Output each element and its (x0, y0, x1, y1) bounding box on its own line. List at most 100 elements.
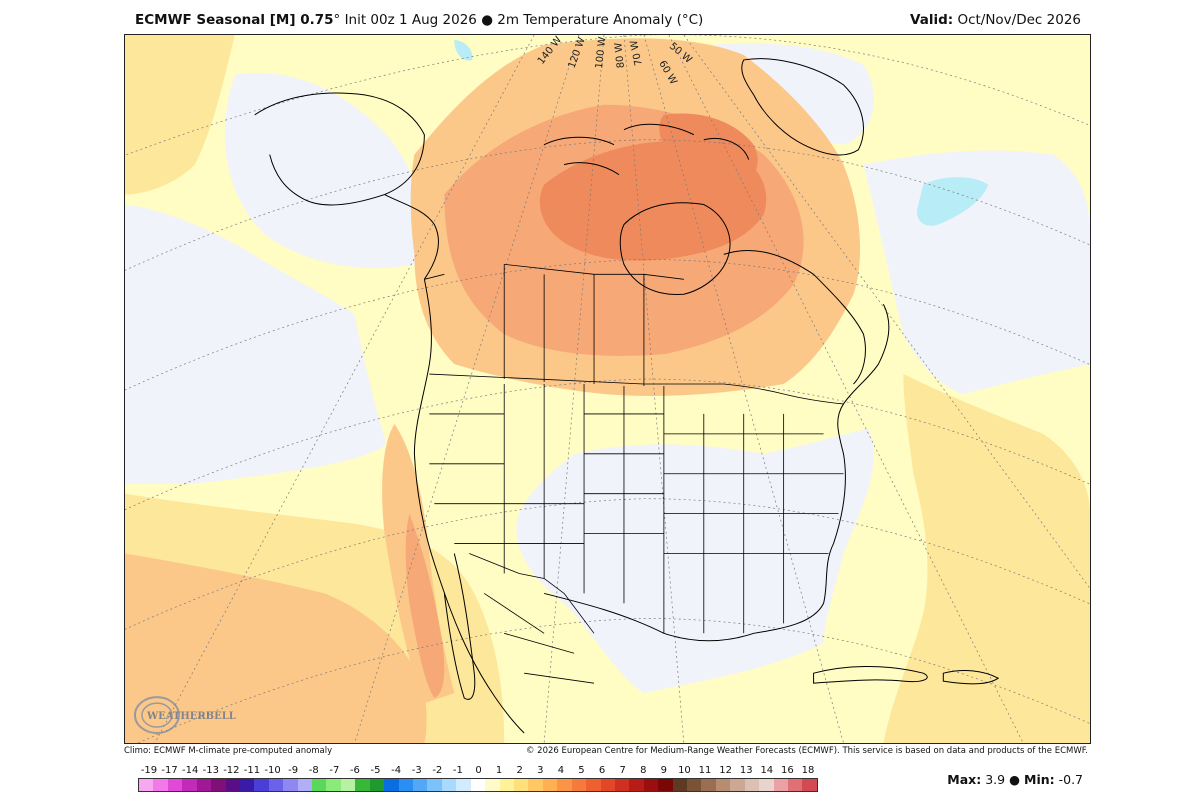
lon-label-80w: 80 W (613, 42, 627, 69)
colorbar-labels: -19 -17 -14 -13 -12 -11 -10 -9 -8 -7 -6 -5 -4 -3 -2 -1 0… (138, 765, 818, 777)
colorbar-tick-label: -13 (202, 765, 219, 776)
anomaly-max-baffin (659, 113, 758, 190)
colorbar-swatch (787, 779, 803, 791)
colorbar-tick-label: -9 (288, 765, 299, 776)
colorbar-tick-label: 5 (578, 765, 585, 776)
colorbar-swatch (355, 779, 370, 791)
near-zero-north-pacific (224, 72, 421, 269)
hispaniola-coast (942, 669, 1000, 685)
colorbar-swatch (499, 779, 514, 791)
max-value: 3.9 (985, 772, 1006, 787)
colorbar-swatch (658, 779, 673, 791)
colorbar-tick-label: 1 (495, 765, 503, 776)
logo-text: WEATHERBELL (146, 711, 236, 722)
min-label: Min: (1024, 772, 1055, 787)
anomaly-strong-baja (405, 513, 445, 699)
canada-provinces (424, 263, 684, 387)
colorbar-swatch (196, 779, 212, 791)
colorbar-swatch (139, 779, 154, 791)
valid-value: Oct/Nov/Dec 2026 (957, 12, 1081, 28)
cold-anomaly-arctic (454, 39, 473, 61)
colorbar-swatch (614, 779, 630, 791)
colorbar-tick-label: -4 (391, 765, 402, 776)
colorbar-swatch (211, 779, 226, 791)
weatherbell-logo: WEATHERBELL (133, 696, 236, 735)
colorbar-tick-label: 0 (475, 765, 482, 776)
max-label: Max: (947, 772, 982, 787)
degree-sign: ° (333, 12, 341, 28)
colorbar-swatch (513, 779, 529, 791)
colorbar-swatch (802, 779, 817, 791)
colorbar-swatch (283, 779, 298, 791)
title-bullet: ● (481, 12, 493, 28)
political-borders (424, 263, 844, 684)
colorbar-tick-label: 11 (698, 765, 712, 776)
lon-label-70w: 70 W (629, 39, 645, 67)
colorbar-swatch (182, 779, 197, 791)
colorbar-swatch (759, 779, 774, 791)
map-title: ECMWF Seasonal [M] 0.75° Init 00z 1 Aug … (135, 12, 703, 28)
colorbar-tick-label: -3 (411, 765, 422, 776)
colorbar-tick-label: 9 (660, 765, 668, 776)
hudson-bay-coast (619, 202, 731, 295)
anomaly-map[interactable]: 140 W 120 W 100 W 80 W 70 W 60 W 50 W WE… (124, 34, 1091, 744)
colorbar-tick-label: 12 (719, 765, 732, 776)
colorbar-tick-label: 2 (516, 765, 523, 776)
us-states-central (584, 386, 665, 634)
colorbar-swatch (384, 779, 399, 791)
init-time: Init 00z 1 Aug 2026 (344, 12, 477, 28)
cuba-coast (813, 665, 928, 684)
us-canada-border (429, 373, 844, 405)
anomaly-light-northwest (125, 35, 235, 195)
colorbar-tick-label: -14 (182, 765, 199, 776)
colorbar-swatch (441, 779, 457, 791)
colorbar-swatch (297, 779, 313, 791)
model-name: ECMWF Seasonal [M] 0.75 (135, 12, 334, 28)
us-states-west (429, 384, 585, 594)
stats-bullet: ● (1009, 772, 1021, 787)
us-mexico-border (469, 553, 565, 594)
cold-anomaly-labrador-sea (917, 177, 989, 226)
colorbar-swatch (312, 779, 327, 791)
colorbar (138, 778, 818, 792)
lon-label-100w: 100 W (594, 36, 608, 69)
colorbar-tick-label: 8 (640, 765, 647, 776)
copyright-note: © 2026 European Centre for Medium-Range … (525, 746, 1088, 756)
colorbar-tick-label: 14 (760, 765, 774, 776)
min-value: -0.7 (1058, 772, 1083, 787)
colorbar-tick-label: 18 (801, 765, 815, 776)
colorbar-swatch (730, 779, 745, 791)
colorbar-tick-label: -7 (329, 765, 340, 776)
colorbar-tick-label: -5 (370, 765, 381, 776)
max-min-stats: Max: 3.9 ● Min: -0.7 (947, 772, 1083, 787)
colorbar-swatch (239, 779, 255, 791)
colorbar-swatch (542, 779, 558, 791)
colorbar-swatch (586, 779, 601, 791)
colorbar-swatch (398, 779, 414, 791)
colorbar-swatch (672, 779, 688, 791)
colorbar-tick-label: 3 (537, 765, 544, 776)
colorbar-swatch (268, 779, 284, 791)
colorbar-tick-label: -11 (243, 765, 261, 776)
colorbar-swatch (600, 779, 615, 791)
valid-period: Valid: Oct/Nov/Dec 2026 (910, 12, 1081, 28)
colorbar-tick-label: -2 (432, 765, 443, 776)
colorbar-swatch (485, 779, 500, 791)
labrador-coast (723, 250, 866, 385)
colorbar-swatch (629, 779, 644, 791)
colorbar-swatch (427, 779, 442, 791)
greenland-coast (741, 58, 864, 156)
colorbar-tick-label: -8 (308, 765, 319, 776)
colorbar-swatch (225, 779, 240, 791)
colorbar-swatch (643, 779, 659, 791)
colorbar-tick-label: 13 (739, 765, 753, 776)
colorbar-tick-label: 4 (557, 765, 565, 776)
colorbar-tick-label: -1 (452, 765, 463, 776)
mexico-states (484, 593, 595, 684)
climo-note: Climo: ECMWF M-climate pre-computed anom… (124, 746, 333, 756)
colorbar-swatch (254, 779, 269, 791)
graticule (125, 35, 1090, 743)
colorbar-tick-label: -19 (140, 765, 158, 776)
colorbar-tick-label: 6 (598, 765, 606, 776)
alaska-coast (254, 92, 439, 280)
